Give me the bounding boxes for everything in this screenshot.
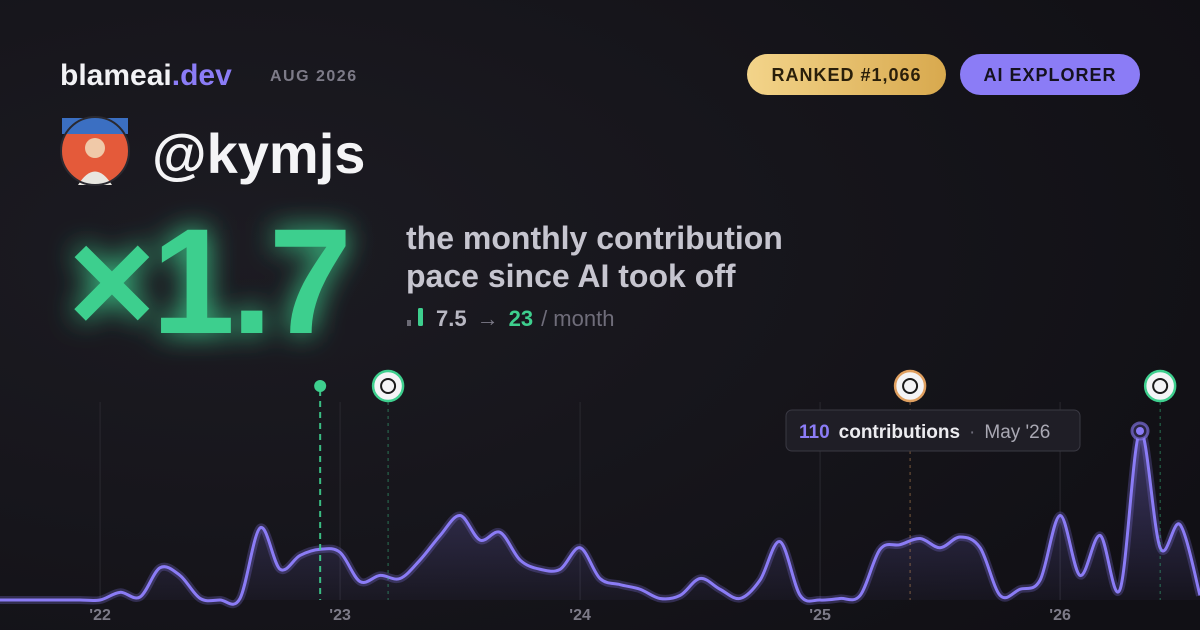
stat-after: 23: [509, 306, 533, 331]
mini-bar: [407, 320, 411, 326]
event-icon: [893, 369, 927, 403]
tier-badge: [960, 54, 1140, 95]
x-tick-label: '25: [809, 607, 831, 624]
x-tick-label: '22: [89, 607, 111, 624]
multiplier: ×1.7: [68, 197, 348, 365]
brand-tld: .dev: [172, 59, 232, 92]
event-icon-glyph: [1152, 378, 1169, 394]
tier-text: AI EXPLORER: [983, 65, 1116, 85]
event-icon-glyph: [902, 378, 919, 394]
date: AUG 2026: [270, 68, 358, 85]
rank-badge: [747, 54, 946, 95]
stat-unit: / month: [541, 306, 614, 331]
line: [0, 429, 1200, 606]
stat-before: 7.5: [436, 306, 467, 331]
avatar: [60, 116, 130, 186]
area: [0, 430, 1200, 605]
x-tick-label: '26: [1049, 607, 1071, 624]
event-icon-glyph: [380, 378, 397, 394]
mini-bar: [418, 308, 423, 326]
brand: blameai.dev: [60, 59, 232, 92]
tooltip-label: May '26: [984, 422, 1050, 443]
caption-line: pace since AI took off: [406, 258, 736, 294]
event-icon: [1143, 369, 1177, 403]
tooltip-box: [785, 409, 1081, 452]
tooltip-value: 110: [799, 422, 830, 443]
brand-name: blameai: [60, 59, 172, 92]
hover-dot: [1136, 427, 1144, 435]
x-tick-label: '24: [569, 607, 591, 624]
handle: @kymjs: [152, 122, 365, 185]
x-tick-label: '23: [329, 607, 351, 624]
tooltip-text: 110 contributions · May '26: [799, 422, 1050, 443]
stats: 7.5 → 23 / month: [436, 306, 614, 331]
tooltip: 110 contributions · May '26: [785, 409, 1081, 452]
rank-text: RANKED #1,066: [771, 65, 921, 85]
stat-arrow: →: [477, 306, 499, 331]
event-icon: [371, 369, 405, 403]
caption-line: the monthly contribution: [406, 220, 783, 256]
tooltip-sep: ·: [969, 422, 975, 443]
tooltip-unit: contributions: [839, 422, 960, 443]
event-dot: [314, 380, 327, 392]
